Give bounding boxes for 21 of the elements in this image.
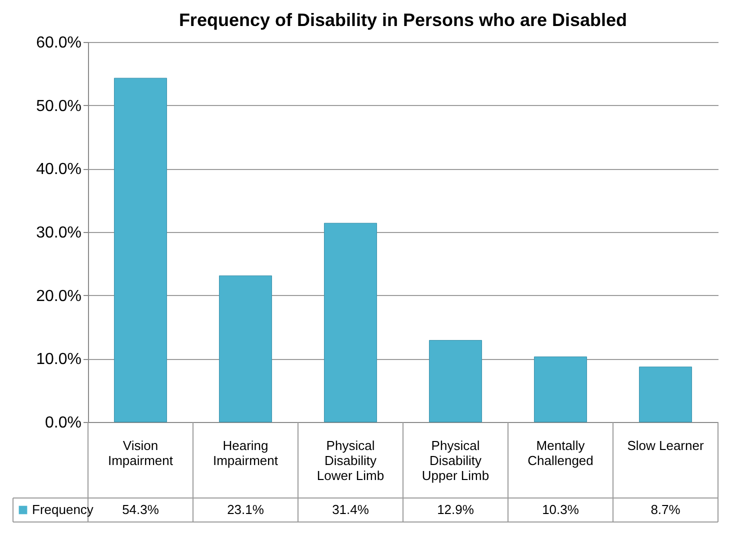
x-tick-label: Physical Disability Upper Limb xyxy=(422,438,490,483)
y-tick-label: 40.0% xyxy=(36,161,82,178)
y-tick-label: 30.0% xyxy=(36,224,82,242)
text: 31.4% xyxy=(332,502,369,517)
y-tick-label: 60.0% xyxy=(36,34,82,52)
text: 23.1% xyxy=(227,502,264,517)
text: 12.9% xyxy=(437,502,474,517)
text: 10.3% xyxy=(542,502,579,517)
legend-label: Frequency xyxy=(32,502,94,517)
text: 54.3% xyxy=(122,502,159,517)
y-tick-label: 20.0% xyxy=(36,288,82,305)
x-tick-label: Slow Learner xyxy=(627,438,704,453)
x-tick-label: Vision Impairment xyxy=(108,438,174,468)
y-tick-label: 50.0% xyxy=(36,98,82,115)
x-tick-label: Physical Disability Lower Limb xyxy=(316,438,384,483)
text: 8.7% xyxy=(650,502,680,517)
y-tick-label: 10.0% xyxy=(36,351,82,368)
y-tick-label: 0.0% xyxy=(45,414,82,432)
x-tick-label: Mentally Challenged xyxy=(528,438,594,468)
x-tick-label: Hearing Impairment xyxy=(212,438,278,468)
chart-title: Frequency of Disability in Persons who are Disabled xyxy=(178,10,628,30)
